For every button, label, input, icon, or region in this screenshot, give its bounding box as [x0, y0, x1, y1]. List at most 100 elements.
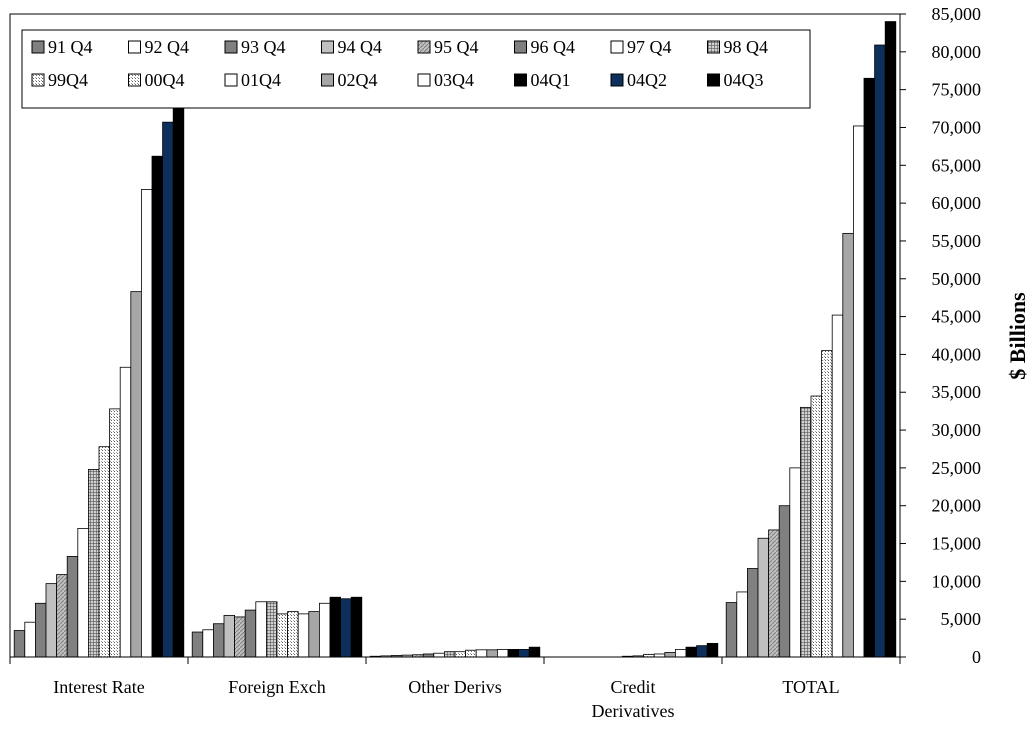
y-tick-label: 30,000 [932, 420, 982, 440]
bar [874, 44, 886, 658]
legend-swatch [224, 40, 238, 54]
bar [109, 408, 121, 658]
legend-swatch [321, 40, 334, 54]
bar [66, 555, 79, 658]
bar [789, 467, 801, 658]
legend-label: 04Q2 [627, 70, 667, 90]
legend-swatch [31, 73, 45, 87]
legend-label: 94 Q4 [338, 37, 383, 57]
bar [244, 609, 257, 658]
legend-label: 91 Q4 [48, 37, 93, 57]
bar [443, 651, 456, 658]
bar [297, 613, 310, 658]
legend-swatch [610, 73, 624, 87]
plot-area [9, 13, 901, 658]
bar [810, 395, 823, 658]
bar [191, 631, 204, 658]
y-tick-label: 60,000 [932, 193, 982, 213]
bar [747, 568, 759, 658]
legend-label: 99Q4 [48, 70, 88, 90]
bar [88, 468, 100, 658]
bar [223, 614, 236, 658]
legend-swatch [417, 40, 431, 54]
bar [528, 646, 541, 658]
y-tick-label: 25,000 [932, 458, 982, 478]
legend-swatch [128, 73, 141, 87]
y-tick-label: 0 [972, 647, 981, 667]
bar [433, 652, 445, 658]
bar [308, 611, 320, 658]
y-tick-label: 55,000 [932, 231, 982, 251]
bar [276, 613, 289, 658]
bar [318, 602, 331, 658]
legend-swatch [610, 40, 624, 54]
bar [768, 529, 780, 658]
legend-label: 04Q3 [724, 70, 764, 90]
legend-box [21, 29, 811, 109]
y-tick-label: 85,000 [932, 4, 982, 24]
y-tick-label: 35,000 [932, 382, 982, 402]
legend-swatch [128, 40, 141, 54]
bar [45, 583, 58, 658]
category-label: Other Derivs [408, 677, 501, 697]
bar [454, 651, 467, 658]
y-tick-label: 5,000 [941, 609, 982, 629]
legend-label: 04Q1 [531, 70, 571, 90]
bar [685, 646, 698, 658]
bar [863, 77, 876, 658]
bar [884, 21, 897, 658]
bar [778, 505, 791, 658]
category-label: Interest Rate [53, 677, 144, 697]
legend-swatch [417, 73, 431, 87]
y-tick-label: 75,000 [932, 80, 982, 100]
category-label: TOTAL [782, 677, 839, 697]
bar [172, 104, 185, 658]
y-tick-label: 65,000 [932, 155, 982, 175]
category-label: Derivatives [592, 701, 675, 721]
bar [757, 537, 770, 658]
bar [465, 649, 477, 658]
y-tick-label: 20,000 [932, 496, 982, 516]
bar [736, 591, 748, 658]
bar [234, 616, 246, 658]
bar [340, 598, 352, 658]
bar [507, 649, 520, 658]
y-tick-label: 50,000 [932, 269, 982, 289]
legend-label: 92 Q4 [145, 37, 190, 57]
bar [98, 446, 111, 658]
y-axis-title: $ Billions [1005, 292, 1030, 380]
bar [202, 629, 214, 658]
legend-label: 03Q4 [434, 70, 474, 90]
bar [496, 649, 509, 658]
bar [130, 291, 142, 658]
legend-swatch [31, 40, 45, 54]
bar [842, 232, 854, 658]
legend-label: 93 Q4 [241, 37, 286, 57]
bar [119, 366, 132, 658]
y-tick-label: 15,000 [932, 534, 982, 554]
legend-swatch [224, 73, 238, 87]
bar [151, 155, 164, 658]
legend-label: 00Q4 [145, 70, 185, 90]
legend-label: 98 Q4 [724, 37, 769, 57]
bar [831, 314, 844, 658]
y-tick-label: 70,000 [932, 117, 982, 137]
category-label: Foreign Exch [228, 677, 325, 697]
legend-label: 02Q4 [338, 70, 378, 90]
category-label: Credit [611, 677, 656, 697]
bar [56, 574, 68, 658]
bar [821, 350, 833, 658]
y-axis: 0 5,000 10,000 15,000 20,000 25,000 30,000 35,0… [899, 4, 982, 667]
legend-label: 96 Q4 [531, 37, 576, 57]
bar [664, 652, 676, 658]
legend: 91 Q4 92 Q4 93 Q4 94 Q4 95 Q4 96 Q4 97 Q4 98 Q4… [21, 29, 811, 109]
bar [77, 528, 89, 658]
bar [212, 623, 225, 658]
legend-label: 01Q4 [241, 70, 281, 90]
bar [265, 601, 278, 658]
bar [35, 602, 47, 658]
y-tick-label: 45,000 [932, 307, 982, 327]
bar [475, 649, 488, 658]
y-tick-label: 10,000 [932, 571, 982, 591]
